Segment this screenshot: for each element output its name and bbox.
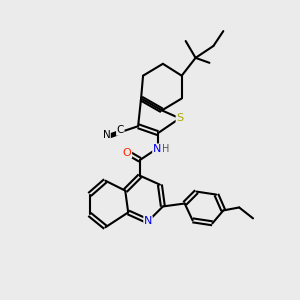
Text: H: H [162, 144, 169, 154]
Text: S: S [176, 113, 183, 123]
Text: N: N [103, 130, 110, 140]
Text: O: O [123, 148, 132, 158]
Text: C: C [117, 125, 124, 135]
Text: N: N [153, 144, 161, 154]
Text: N: N [144, 216, 152, 226]
